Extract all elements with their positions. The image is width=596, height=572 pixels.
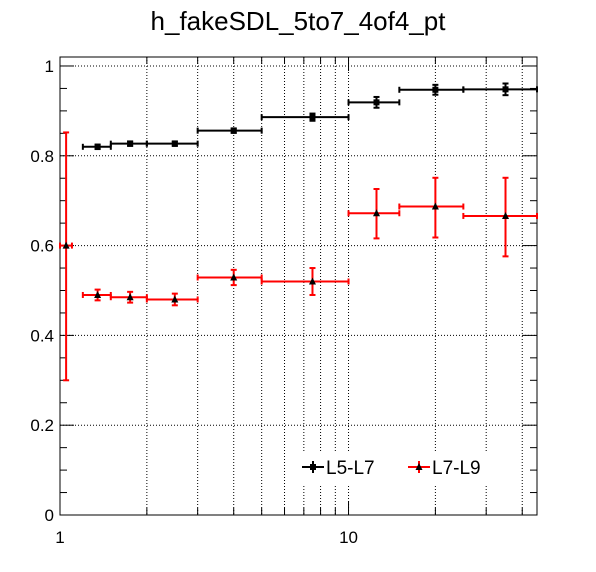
data-point-marker bbox=[62, 241, 70, 249]
data-point bbox=[398, 176, 465, 239]
ticks-layer: 1 10 0 0.2 0.4 0.6 0.8 1 bbox=[30, 57, 537, 547]
y-tick-label: 0.6 bbox=[30, 237, 54, 256]
data-point-marker bbox=[230, 273, 238, 281]
data-layer bbox=[59, 82, 538, 382]
legend-label: L5-L7 bbox=[326, 458, 375, 479]
x-tick-label: 1 bbox=[55, 528, 64, 547]
data-point bbox=[109, 140, 148, 147]
data-point bbox=[462, 82, 538, 97]
data-point-marker bbox=[502, 86, 509, 93]
data-point-marker bbox=[431, 202, 439, 210]
data-point bbox=[260, 112, 350, 122]
data-point bbox=[347, 95, 401, 109]
series-L5-L7 bbox=[81, 82, 538, 151]
data-point bbox=[260, 267, 350, 296]
plot-frame bbox=[59, 56, 538, 516]
data-point bbox=[145, 292, 199, 307]
data-point-marker bbox=[171, 140, 178, 147]
y-tick-label: 0 bbox=[45, 506, 54, 525]
legend-label: L7-L9 bbox=[432, 458, 481, 479]
x-tick-label: 10 bbox=[339, 528, 358, 547]
data-point-marker bbox=[415, 463, 423, 470]
data-point bbox=[109, 290, 148, 304]
data-point-marker bbox=[127, 140, 134, 147]
data-point-marker bbox=[373, 99, 380, 106]
data-point-marker bbox=[126, 293, 134, 301]
data-point-marker bbox=[94, 143, 101, 150]
data-point bbox=[145, 140, 199, 147]
series-L7-L9 bbox=[59, 131, 538, 382]
legend: L5-L7 L7-L9 bbox=[296, 452, 508, 484]
data-point-marker bbox=[94, 290, 102, 298]
chart-title: h_fakeSDL_5to7_4of4_pt bbox=[150, 6, 446, 36]
data-point bbox=[81, 288, 112, 302]
data-point-marker bbox=[502, 211, 510, 219]
legend-item: L5-L7 bbox=[302, 458, 375, 479]
data-point-marker bbox=[310, 464, 316, 470]
grid-layer bbox=[60, 57, 537, 515]
data-point bbox=[196, 268, 263, 287]
data-point bbox=[347, 188, 401, 240]
data-point bbox=[398, 83, 465, 96]
data-point-marker bbox=[432, 86, 439, 93]
y-tick-label: 0.2 bbox=[30, 416, 54, 435]
data-point bbox=[59, 131, 73, 382]
data-point-marker bbox=[309, 114, 316, 121]
y-tick-label: 0.4 bbox=[30, 326, 54, 345]
y-tick-label: 0.8 bbox=[30, 147, 54, 166]
legend-box bbox=[296, 452, 508, 484]
data-point bbox=[462, 176, 538, 258]
legend-item: L7-L9 bbox=[408, 458, 481, 479]
data-point bbox=[196, 127, 263, 134]
data-point-marker bbox=[372, 209, 380, 217]
data-point bbox=[81, 143, 112, 151]
data-point-marker bbox=[171, 295, 179, 303]
y-tick-label: 1 bbox=[45, 57, 54, 76]
data-point-marker bbox=[308, 277, 316, 285]
data-point-marker bbox=[230, 127, 237, 134]
